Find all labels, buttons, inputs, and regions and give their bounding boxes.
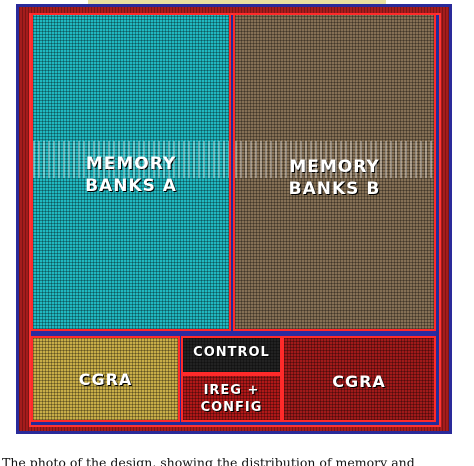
ireg-config-label: IREG + CONFIG (200, 383, 263, 415)
control-label: CONTROL (193, 345, 270, 360)
cgra-right-label: CGRA (332, 372, 386, 391)
memory-banks-b-label: MEMORY BANKS B (288, 157, 381, 199)
cgra-left-block: CGRA (31, 336, 180, 422)
figure-caption: The photo of the design, showing the dis… (2, 455, 415, 466)
block-separator (31, 331, 436, 336)
ireg-config-block: IREG + CONFIG (181, 374, 282, 422)
cgra-right-block: CGRA (282, 336, 436, 422)
cgra-left-label: CGRA (78, 370, 133, 389)
control-block: CONTROL (181, 336, 282, 374)
memory-banks-a-block: MEMORY BANKS A (31, 13, 231, 331)
memory-banks-a-label: MEMORY BANKS A (85, 154, 177, 196)
memory-banks-b-block: MEMORY BANKS B (233, 13, 436, 331)
